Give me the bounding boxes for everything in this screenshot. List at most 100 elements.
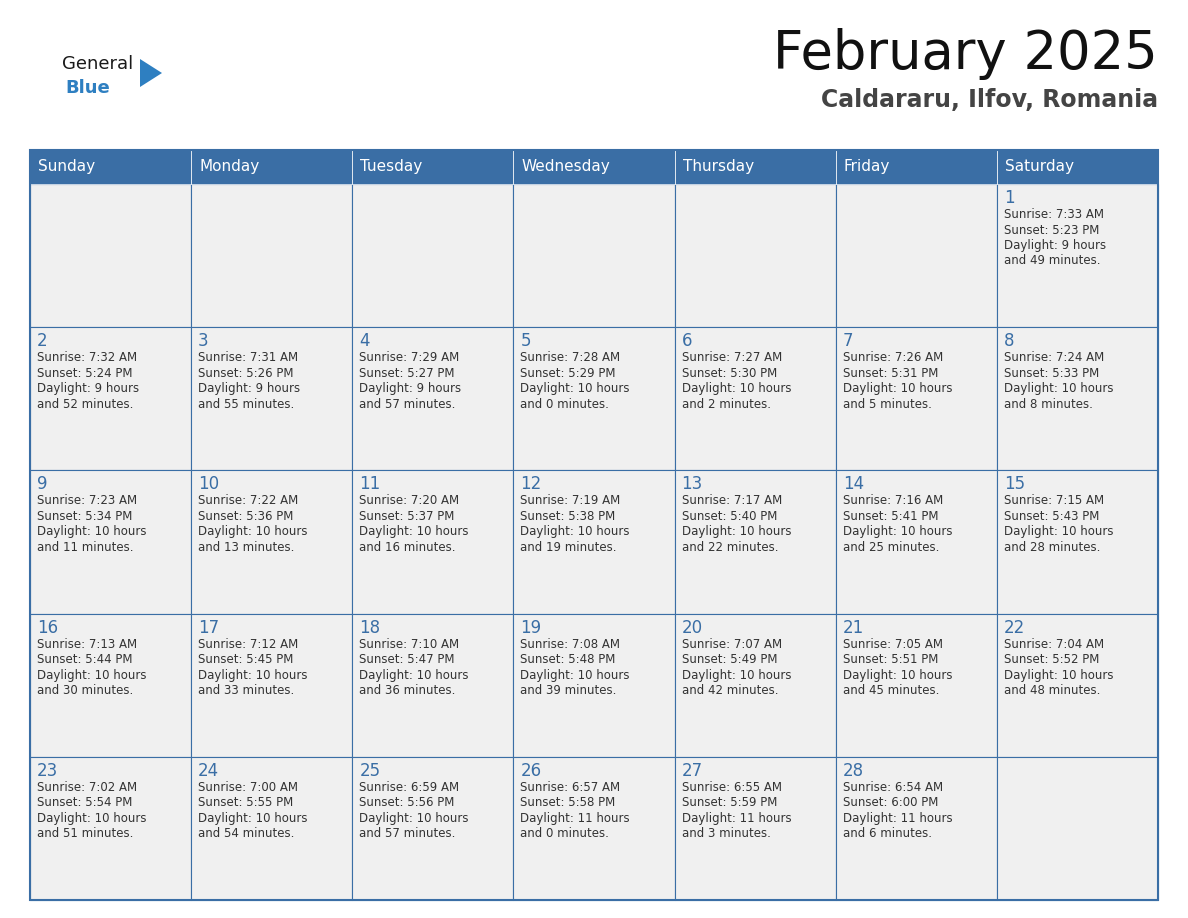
Bar xyxy=(191,756,353,900)
Text: 20: 20 xyxy=(682,619,702,636)
Text: Sunrise: 7:22 AM: Sunrise: 7:22 AM xyxy=(198,495,298,508)
Text: 24: 24 xyxy=(198,762,220,779)
Text: and 39 minutes.: and 39 minutes. xyxy=(520,684,617,697)
Bar xyxy=(30,470,191,613)
Bar xyxy=(513,184,675,327)
Text: Daylight: 10 hours: Daylight: 10 hours xyxy=(1004,668,1113,681)
Bar xyxy=(30,327,191,470)
Text: Friday: Friday xyxy=(843,160,890,174)
Bar xyxy=(835,470,997,613)
Text: Sunset: 6:00 PM: Sunset: 6:00 PM xyxy=(842,796,939,810)
Text: Sunrise: 7:33 AM: Sunrise: 7:33 AM xyxy=(1004,208,1104,221)
Text: Sunrise: 7:10 AM: Sunrise: 7:10 AM xyxy=(359,638,460,651)
Text: Daylight: 10 hours: Daylight: 10 hours xyxy=(198,525,308,538)
Text: Sunrise: 7:29 AM: Sunrise: 7:29 AM xyxy=(359,352,460,364)
Text: Sunrise: 7:15 AM: Sunrise: 7:15 AM xyxy=(1004,495,1104,508)
Text: 18: 18 xyxy=(359,619,380,636)
Text: Sunrise: 7:00 AM: Sunrise: 7:00 AM xyxy=(198,781,298,794)
Text: Sunset: 5:52 PM: Sunset: 5:52 PM xyxy=(1004,653,1099,666)
Text: Daylight: 10 hours: Daylight: 10 hours xyxy=(198,812,308,824)
Text: Sunset: 5:58 PM: Sunset: 5:58 PM xyxy=(520,796,615,810)
Text: 13: 13 xyxy=(682,476,703,493)
Text: and 42 minutes.: and 42 minutes. xyxy=(682,684,778,697)
Bar xyxy=(353,756,513,900)
Text: Sunset: 5:49 PM: Sunset: 5:49 PM xyxy=(682,653,777,666)
Text: Sunrise: 6:57 AM: Sunrise: 6:57 AM xyxy=(520,781,620,794)
Text: and 57 minutes.: and 57 minutes. xyxy=(359,397,456,410)
Text: Sunset: 5:26 PM: Sunset: 5:26 PM xyxy=(198,366,293,380)
Text: Sunrise: 6:54 AM: Sunrise: 6:54 AM xyxy=(842,781,943,794)
Text: Daylight: 10 hours: Daylight: 10 hours xyxy=(1004,382,1113,396)
Bar xyxy=(353,184,513,327)
Text: 10: 10 xyxy=(198,476,220,493)
Text: Daylight: 10 hours: Daylight: 10 hours xyxy=(682,382,791,396)
Text: 25: 25 xyxy=(359,762,380,779)
Text: Sunset: 5:41 PM: Sunset: 5:41 PM xyxy=(842,509,939,523)
Bar xyxy=(191,150,353,184)
Bar xyxy=(513,150,675,184)
Text: and 28 minutes.: and 28 minutes. xyxy=(1004,541,1100,554)
Text: Daylight: 10 hours: Daylight: 10 hours xyxy=(842,668,953,681)
Text: Sunset: 5:54 PM: Sunset: 5:54 PM xyxy=(37,796,132,810)
Text: Sunset: 5:27 PM: Sunset: 5:27 PM xyxy=(359,366,455,380)
Bar xyxy=(30,756,191,900)
Text: Sunrise: 7:19 AM: Sunrise: 7:19 AM xyxy=(520,495,620,508)
Text: and 48 minutes.: and 48 minutes. xyxy=(1004,684,1100,697)
Text: Daylight: 10 hours: Daylight: 10 hours xyxy=(37,668,146,681)
Text: Sunrise: 7:08 AM: Sunrise: 7:08 AM xyxy=(520,638,620,651)
Text: and 52 minutes.: and 52 minutes. xyxy=(37,397,133,410)
Text: and 54 minutes.: and 54 minutes. xyxy=(198,827,295,840)
Text: and 49 minutes.: and 49 minutes. xyxy=(1004,254,1100,267)
Bar xyxy=(675,327,835,470)
Bar xyxy=(30,613,191,756)
Text: and 11 minutes.: and 11 minutes. xyxy=(37,541,133,554)
Text: Sunset: 5:37 PM: Sunset: 5:37 PM xyxy=(359,509,455,523)
Text: Sunset: 5:55 PM: Sunset: 5:55 PM xyxy=(198,796,293,810)
Text: and 55 minutes.: and 55 minutes. xyxy=(198,397,295,410)
Text: 19: 19 xyxy=(520,619,542,636)
Text: Daylight: 10 hours: Daylight: 10 hours xyxy=(359,668,469,681)
Text: Sunrise: 7:13 AM: Sunrise: 7:13 AM xyxy=(37,638,137,651)
Bar xyxy=(675,184,835,327)
Text: 9: 9 xyxy=(37,476,48,493)
Bar xyxy=(513,470,675,613)
Text: Daylight: 9 hours: Daylight: 9 hours xyxy=(359,382,461,396)
Text: Sunrise: 7:31 AM: Sunrise: 7:31 AM xyxy=(198,352,298,364)
Text: and 5 minutes.: and 5 minutes. xyxy=(842,397,931,410)
Text: and 8 minutes.: and 8 minutes. xyxy=(1004,397,1093,410)
Text: Sunset: 5:38 PM: Sunset: 5:38 PM xyxy=(520,509,615,523)
Text: Daylight: 10 hours: Daylight: 10 hours xyxy=(520,525,630,538)
Bar xyxy=(353,613,513,756)
Text: Sunrise: 7:20 AM: Sunrise: 7:20 AM xyxy=(359,495,460,508)
Text: Daylight: 11 hours: Daylight: 11 hours xyxy=(842,812,953,824)
Bar xyxy=(675,756,835,900)
Text: Daylight: 10 hours: Daylight: 10 hours xyxy=(37,812,146,824)
Text: and 30 minutes.: and 30 minutes. xyxy=(37,684,133,697)
Bar xyxy=(191,184,353,327)
Bar xyxy=(353,470,513,613)
Text: Sunset: 5:47 PM: Sunset: 5:47 PM xyxy=(359,653,455,666)
Text: Sunset: 5:24 PM: Sunset: 5:24 PM xyxy=(37,366,133,380)
Text: Sunrise: 7:32 AM: Sunrise: 7:32 AM xyxy=(37,352,137,364)
Text: 26: 26 xyxy=(520,762,542,779)
Text: and 16 minutes.: and 16 minutes. xyxy=(359,541,456,554)
Text: Sunrise: 6:55 AM: Sunrise: 6:55 AM xyxy=(682,781,782,794)
Text: and 0 minutes.: and 0 minutes. xyxy=(520,827,609,840)
Text: Sunset: 5:45 PM: Sunset: 5:45 PM xyxy=(198,653,293,666)
Text: Daylight: 10 hours: Daylight: 10 hours xyxy=(682,668,791,681)
Text: Daylight: 10 hours: Daylight: 10 hours xyxy=(198,668,308,681)
Bar xyxy=(353,150,513,184)
Text: Sunday: Sunday xyxy=(38,160,95,174)
Text: Daylight: 9 hours: Daylight: 9 hours xyxy=(1004,239,1106,252)
Text: Daylight: 11 hours: Daylight: 11 hours xyxy=(682,812,791,824)
Text: Daylight: 10 hours: Daylight: 10 hours xyxy=(520,382,630,396)
Text: Sunrise: 7:07 AM: Sunrise: 7:07 AM xyxy=(682,638,782,651)
Bar xyxy=(835,184,997,327)
Bar xyxy=(997,470,1158,613)
Text: Sunrise: 6:59 AM: Sunrise: 6:59 AM xyxy=(359,781,460,794)
Bar xyxy=(997,184,1158,327)
Bar xyxy=(513,327,675,470)
Text: Sunset: 5:36 PM: Sunset: 5:36 PM xyxy=(198,509,293,523)
Text: 17: 17 xyxy=(198,619,220,636)
Bar xyxy=(997,756,1158,900)
